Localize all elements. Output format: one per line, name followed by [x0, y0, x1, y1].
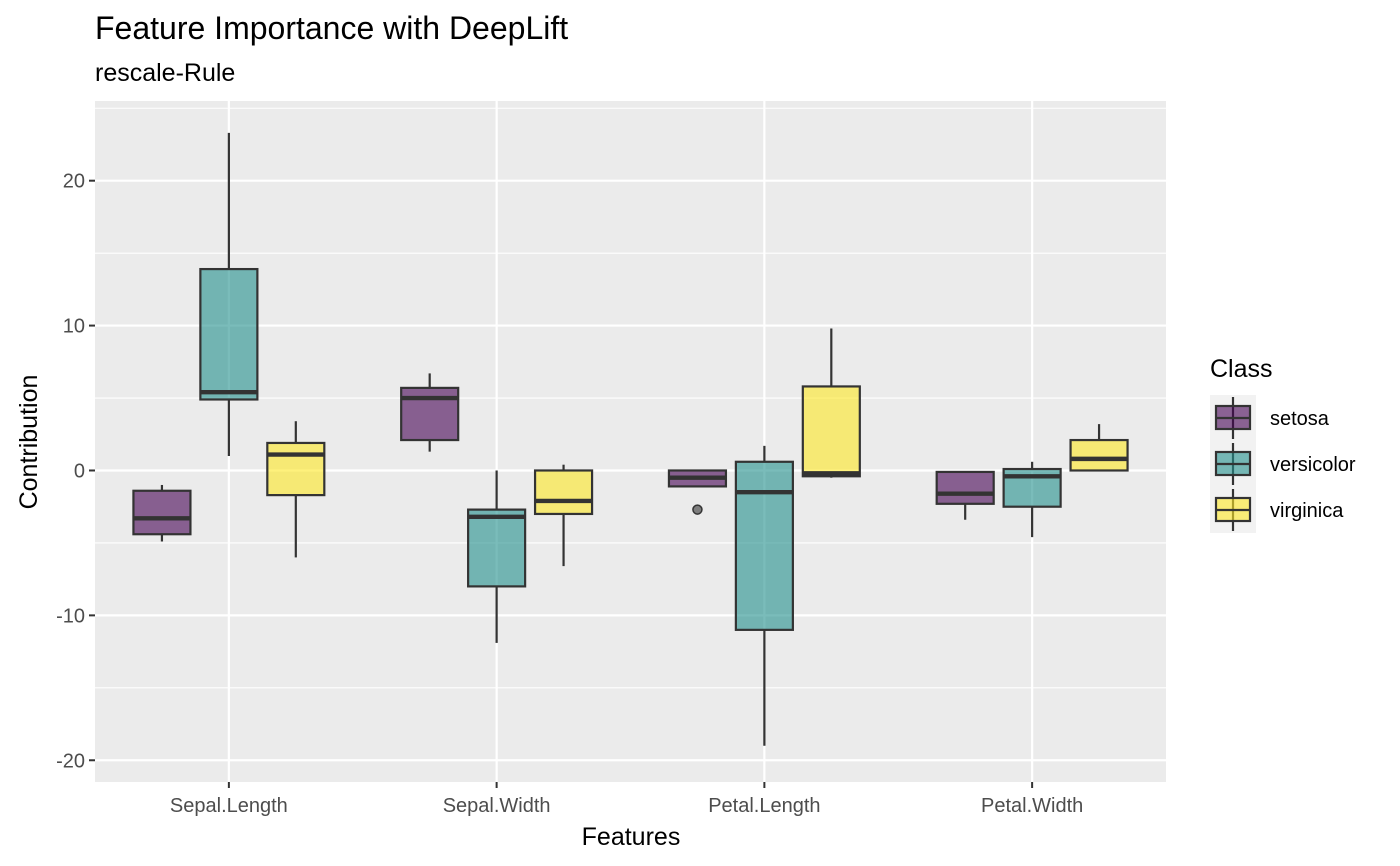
box-virginica: [533, 464, 594, 567]
x-axis-title: Features: [582, 823, 681, 851]
x-tick-label: Petal.Width: [981, 795, 1083, 817]
box-iqr: [467, 508, 527, 588]
legend-label: versicolor: [1270, 454, 1356, 476]
x-tick-label: Sepal.Length: [170, 795, 288, 817]
legend-title: Class: [1210, 355, 1273, 383]
box-versicolor: [199, 132, 259, 456]
legend-label: virginica: [1270, 500, 1344, 522]
outlier-point: [692, 504, 703, 515]
y-tick-label: 10: [63, 316, 85, 338]
legend-label: setosa: [1270, 408, 1330, 430]
legend: Class setosa versicolor virginica: [1210, 355, 1356, 533]
box-iqr: [266, 441, 326, 497]
box-virginica: [801, 328, 861, 478]
plot-panel: [95, 101, 1166, 782]
box-iqr: [935, 470, 995, 505]
y-tick-label: 20: [63, 171, 85, 193]
x-axis: Sepal.Length Sepal.Width Petal.Length Petal…: [170, 782, 1083, 817]
x-tick-label: Sepal.Width: [443, 795, 551, 817]
y-tick-label: -20: [56, 750, 85, 772]
y-axis: -20 -10 0 10 20: [56, 171, 95, 772]
chart-subtitle: rescale-Rule: [95, 59, 236, 87]
x-tick-label: Petal.Length: [708, 795, 820, 817]
box-versicolor: [467, 470, 527, 643]
box-iqr: [801, 385, 861, 478]
y-tick-label: 0: [74, 460, 85, 482]
legend-key-versicolor: [1210, 441, 1256, 487]
chart-title: Feature Importance with DeepLift: [95, 10, 569, 46]
legend-key-setosa: [1210, 395, 1256, 441]
box-iqr: [533, 469, 594, 516]
box-iqr: [132, 489, 192, 536]
box-setosa: [667, 469, 728, 515]
box-virginica: [266, 421, 326, 558]
box-series: [132, 132, 1129, 746]
box-versicolor: [1002, 461, 1062, 538]
box-iqr: [734, 460, 794, 631]
y-axis-title: Contribution: [15, 375, 43, 510]
box-setosa: [935, 470, 995, 520]
legend-key-virginica: [1210, 487, 1256, 533]
box-versicolor: [734, 445, 794, 746]
minor-gridlines: [95, 107, 1166, 689]
box-virginica: [1069, 424, 1129, 472]
box-iqr: [1069, 438, 1129, 472]
y-tick-label: -10: [56, 605, 85, 627]
box-iqr: [400, 386, 460, 442]
box-setosa: [132, 484, 192, 542]
box-iqr: [199, 267, 259, 401]
box-setosa: [400, 373, 460, 452]
